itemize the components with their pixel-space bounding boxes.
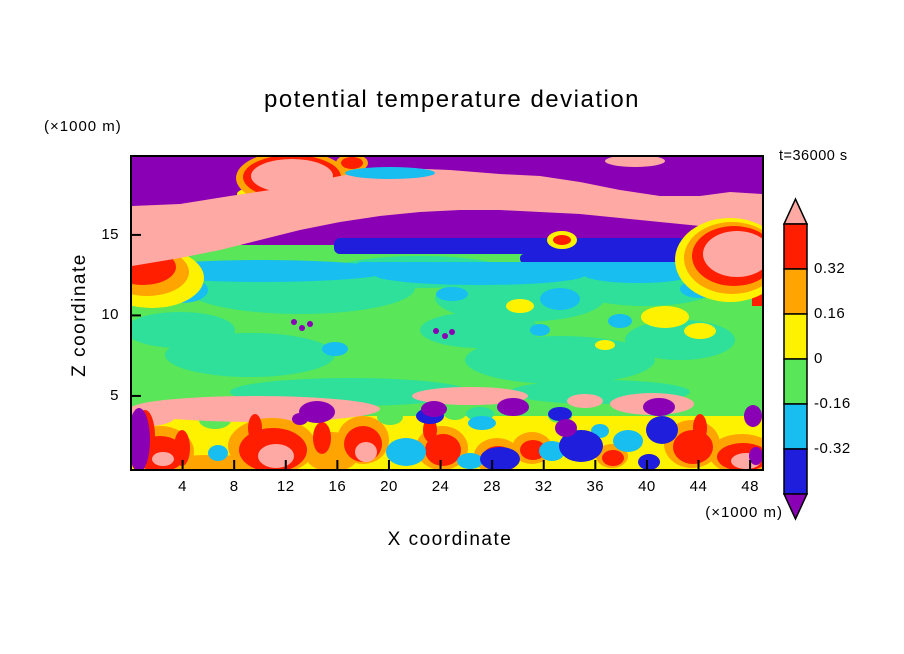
field-top-layer <box>132 157 762 308</box>
y-tick-label: 10 <box>101 306 119 324</box>
y-tick-label: 5 <box>110 386 119 404</box>
colorbar-segment-blue <box>783 448 808 495</box>
colorbar-level-label: 0 <box>814 350 823 367</box>
chart-title: potential temperature deviation <box>263 86 641 113</box>
x-tick-label: 12 <box>276 478 295 495</box>
colorbar-segment-yellow <box>783 313 808 360</box>
field-purple-specks <box>291 319 455 339</box>
colorbar-segment-orange <box>783 268 808 315</box>
x-tick-label: 24 <box>431 478 450 495</box>
x-tick-label: 16 <box>328 478 347 495</box>
contour-field <box>132 157 762 469</box>
x-tick-label: 28 <box>483 478 501 495</box>
colorbar-segment-green <box>783 358 808 405</box>
colorbar-level-label: 0.32 <box>814 260 846 277</box>
x-tick-label: 8 <box>229 478 239 495</box>
z-axis-unit-label: (×1000 m) <box>44 118 122 135</box>
colorbar-level-label: -0.32 <box>814 440 851 457</box>
colorbar <box>782 197 809 521</box>
field-bottom-layer <box>132 387 762 469</box>
x-axis-label: X coordinate <box>387 529 513 550</box>
colorbar-level-label: -0.16 <box>814 395 851 412</box>
colorbar-segment-cyan <box>783 403 808 450</box>
field-yellow-spots <box>506 299 716 350</box>
time-label: t=36000 s <box>779 148 848 164</box>
plot-frame <box>130 155 764 471</box>
x-tick-label: 4 <box>178 478 187 495</box>
colorbar-level-label: 0.16 <box>814 305 846 322</box>
x-tick-label: 48 <box>741 478 759 495</box>
x-tick-label: 44 <box>689 478 708 495</box>
x-tick-label: 32 <box>534 478 553 495</box>
x-tick-label: 40 <box>638 478 656 495</box>
x-tick-label: 36 <box>586 478 605 495</box>
colorbar-segment-red <box>783 223 808 270</box>
x-tick-label: 20 <box>380 478 398 495</box>
y-tick-label: 15 <box>101 225 119 243</box>
colorbar-under-arrow <box>782 493 809 521</box>
x-axis-unit-label: (×1000 m) <box>705 504 783 521</box>
axis-ticks <box>132 233 752 469</box>
colorbar-over-arrow <box>782 197 809 225</box>
